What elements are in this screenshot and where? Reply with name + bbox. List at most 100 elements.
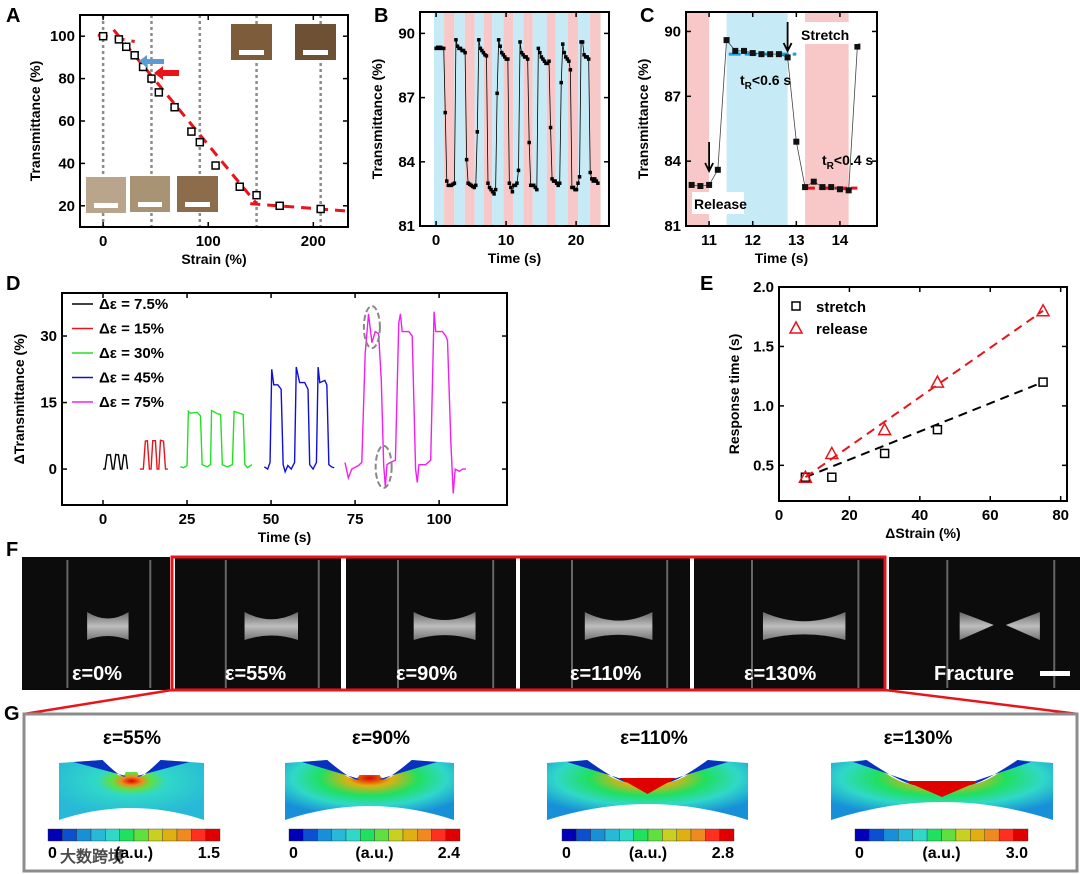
legend-label: Δε = 75% bbox=[99, 394, 164, 411]
strain-label: ε=130% bbox=[744, 663, 817, 685]
clamp-edge bbox=[492, 560, 495, 688]
colorbar-segment bbox=[191, 828, 206, 842]
panel-label-f: F bbox=[6, 539, 18, 561]
y-tick-label: 60 bbox=[58, 113, 75, 130]
stretch-band bbox=[726, 12, 788, 226]
colorbar-segment bbox=[105, 828, 120, 842]
data-point bbox=[594, 179, 599, 183]
data-point bbox=[877, 422, 892, 436]
data-point bbox=[235, 182, 244, 191]
colorbar-segment bbox=[374, 828, 389, 842]
data-point bbox=[510, 190, 515, 194]
x-tick-label: 20 bbox=[841, 507, 858, 524]
colorbar-segment bbox=[417, 828, 432, 842]
data-point bbox=[564, 55, 568, 59]
data-point bbox=[516, 168, 521, 173]
colorbar-segment bbox=[719, 828, 735, 842]
data-point bbox=[824, 445, 840, 460]
scale-bar bbox=[303, 50, 328, 55]
clamp-edge bbox=[224, 560, 227, 688]
data-point bbox=[784, 54, 791, 61]
stretch-band bbox=[532, 12, 547, 226]
x-axis-label: Time (s) bbox=[488, 250, 541, 266]
panel-label-e: E bbox=[700, 273, 713, 295]
x-axis-label: ΔStrain (%) bbox=[885, 525, 960, 541]
colorbar-segment bbox=[619, 828, 634, 842]
data-point bbox=[879, 448, 890, 459]
colorbar-segment bbox=[590, 828, 606, 842]
low-stress-region bbox=[567, 760, 632, 783]
data-point bbox=[275, 201, 284, 211]
data-point bbox=[501, 53, 505, 57]
colorbar-segment bbox=[47, 828, 63, 842]
data-point bbox=[121, 42, 131, 52]
low-stress-region bbox=[73, 760, 126, 777]
colorbar-unit: (a.u.) bbox=[355, 845, 393, 862]
clamp-edge bbox=[1053, 560, 1056, 688]
data-point bbox=[556, 183, 560, 188]
data-point bbox=[576, 181, 580, 185]
data-point bbox=[568, 68, 573, 72]
colorbar-segment bbox=[360, 828, 375, 842]
panel-label-b: B bbox=[374, 5, 388, 27]
series-line bbox=[103, 453, 129, 470]
colorbar-segment bbox=[898, 828, 913, 842]
connector-line bbox=[23, 688, 173, 716]
x-tick-label: 12 bbox=[744, 232, 761, 249]
release-band bbox=[483, 12, 493, 226]
data-point bbox=[585, 55, 589, 59]
t-symbol: t bbox=[740, 72, 745, 88]
clamp-edge bbox=[666, 560, 669, 688]
data-point bbox=[480, 48, 484, 53]
connector-line bbox=[884, 688, 1079, 716]
scale-bar bbox=[1040, 671, 1070, 676]
y-tick-label: 84 bbox=[398, 154, 415, 171]
data-point bbox=[130, 51, 139, 60]
colorbar-segment bbox=[984, 828, 1000, 842]
data-point bbox=[545, 61, 550, 66]
data-point bbox=[561, 42, 565, 46]
release-band bbox=[444, 12, 455, 226]
data-point bbox=[932, 424, 943, 435]
y-tick-label: 81 bbox=[398, 218, 415, 235]
data-point bbox=[1038, 377, 1048, 387]
data-point bbox=[187, 127, 196, 136]
data-point bbox=[316, 204, 325, 214]
data-point bbox=[582, 53, 586, 57]
data-point bbox=[542, 59, 547, 63]
y-tick-label: 20 bbox=[58, 198, 75, 215]
x-tick-label: 200 bbox=[301, 233, 326, 250]
zoom-highlight-box bbox=[170, 555, 887, 692]
colorbar-segment bbox=[288, 828, 304, 842]
data-point bbox=[541, 57, 545, 61]
clamp-edge bbox=[149, 560, 152, 688]
y-axis-label: Transmittance (%) bbox=[635, 59, 651, 180]
y-tick-label: 84 bbox=[664, 153, 681, 170]
t-symbol: t bbox=[822, 152, 827, 168]
y-tick-label: 30 bbox=[40, 328, 57, 345]
data-point bbox=[548, 125, 553, 130]
data-point bbox=[493, 187, 498, 192]
data-point bbox=[441, 46, 446, 51]
data-point bbox=[854, 43, 861, 50]
data-point bbox=[828, 184, 835, 191]
colorbar-segment bbox=[662, 828, 677, 842]
data-point bbox=[211, 161, 220, 170]
y-tick-label: 0.5 bbox=[753, 457, 774, 474]
data-point bbox=[503, 55, 507, 59]
subscript: R bbox=[745, 81, 753, 92]
scale-bar bbox=[185, 202, 210, 207]
x-tick-label: 100 bbox=[196, 233, 221, 250]
data-point bbox=[819, 184, 826, 191]
stretch-annotation: Stretch bbox=[801, 27, 849, 43]
strain-label: ε=110% bbox=[570, 663, 641, 685]
colorbar-segment bbox=[345, 828, 361, 842]
simulation-title: ε=110% bbox=[620, 728, 688, 749]
stretch-band bbox=[474, 12, 484, 226]
data-point bbox=[535, 187, 539, 192]
clamp-edge bbox=[397, 560, 399, 688]
y-axis-label: Response time (s) bbox=[726, 334, 742, 455]
release-band bbox=[546, 12, 556, 226]
colorbar-segment bbox=[705, 828, 720, 842]
data-point bbox=[461, 48, 466, 53]
